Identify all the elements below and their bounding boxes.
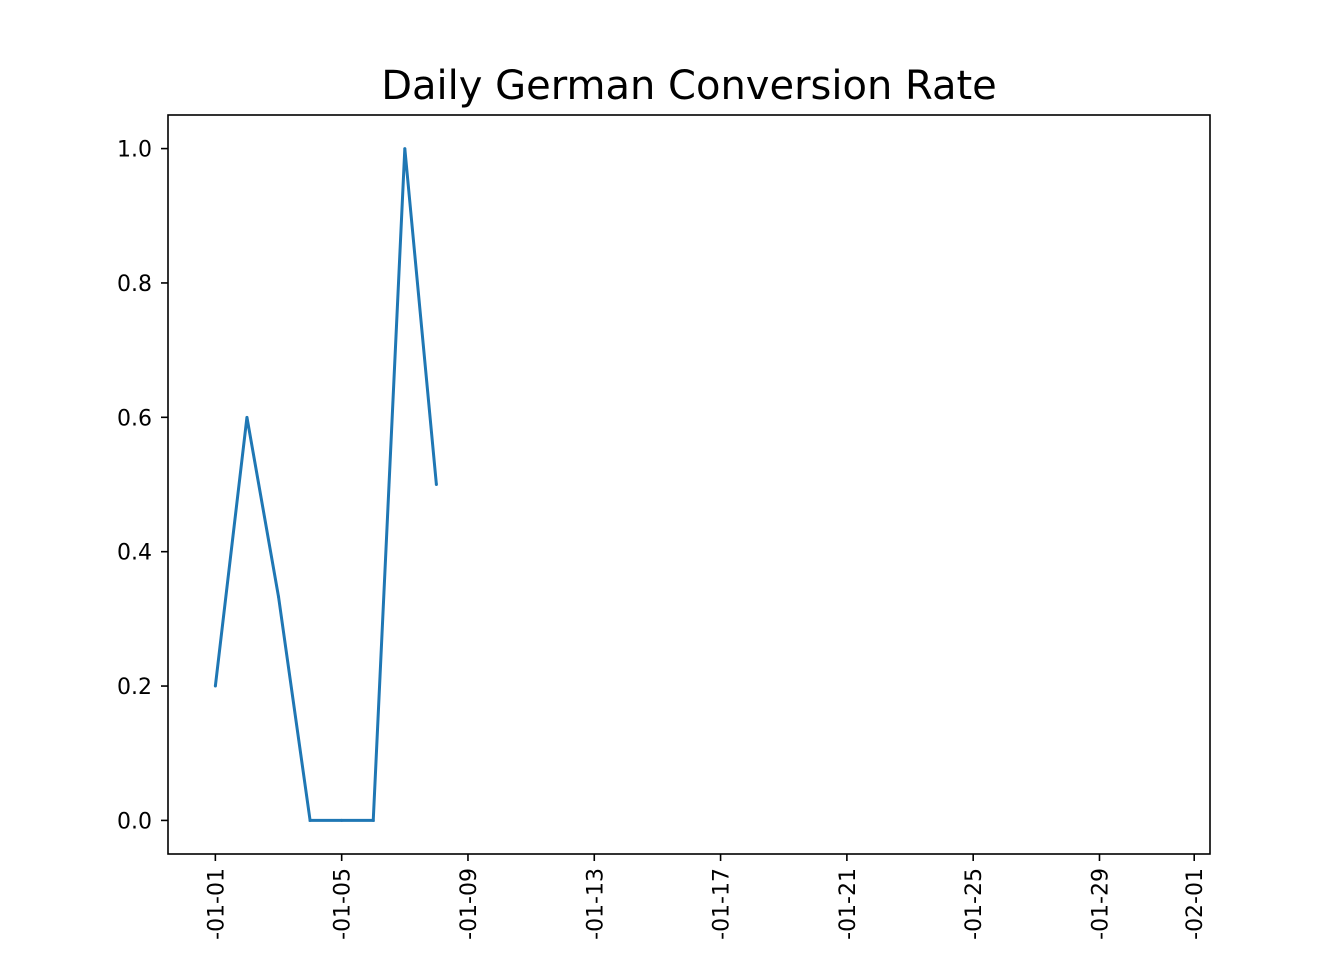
plot-area xyxy=(213,147,438,822)
data-point xyxy=(213,684,217,688)
x-axis: -01-01 -01-05 -01-09 -01-13 -01-17 -01-21 -01-… xyxy=(204,854,1208,940)
y-tick-label: 0.0 xyxy=(117,809,152,834)
y-tick-label: 0.2 xyxy=(117,675,152,700)
x-tick-label: -01-29 xyxy=(1088,868,1113,940)
x-tick-label: -01-01 xyxy=(204,868,229,940)
chart-title: Daily German Conversion Rate xyxy=(381,63,997,109)
x-tick-label: -01-21 xyxy=(836,868,861,940)
data-point xyxy=(403,147,407,151)
plot-frame xyxy=(167,114,1211,855)
y-tick-label: 0.6 xyxy=(117,406,152,431)
y-tick-label: 1.0 xyxy=(117,138,152,163)
y-tick-label: 0.4 xyxy=(117,541,152,566)
x-tick-label: -01-13 xyxy=(583,868,608,940)
data-point xyxy=(245,415,249,419)
x-tick-label: -01-25 xyxy=(962,868,987,940)
data-point xyxy=(340,818,344,822)
series-line-0 xyxy=(213,148,438,822)
x-tick-label: -01-17 xyxy=(710,868,735,940)
y-axis: 0.0 0.2 0.4 0.6 0.8 1.0 xyxy=(117,138,168,834)
x-tick-label: -01-05 xyxy=(331,868,356,940)
x-tick-label: -01-09 xyxy=(457,868,482,940)
data-point xyxy=(277,595,281,599)
x-tick-label: -02-01 xyxy=(1183,868,1208,940)
y-tick-label: 0.8 xyxy=(117,272,152,297)
data-point xyxy=(371,818,375,822)
data-point xyxy=(434,483,438,486)
data-point xyxy=(308,818,312,822)
